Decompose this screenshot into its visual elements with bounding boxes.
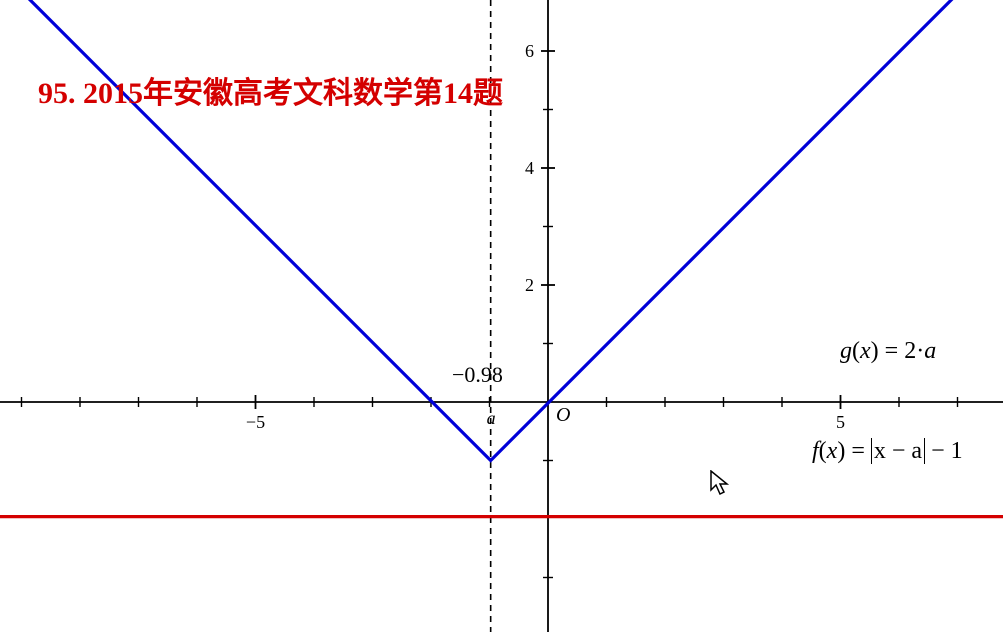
svg-text:−5: −5: [246, 412, 265, 432]
svg-text:4: 4: [525, 158, 534, 178]
question-title: 95. 2015年安徽高考文科数学第14题: [38, 68, 503, 112]
svg-text:6: 6: [525, 41, 534, 61]
origin-label: O: [556, 404, 570, 427]
a-axis-label: a: [487, 408, 496, 429]
f-formula-label: f(x) = x − a − 1: [812, 438, 963, 465]
svg-text:2: 2: [525, 275, 534, 295]
graph-stage: −5 5 2 4 6 95. 2015年安徽高考文科数学第14题 −0.98 a O g…: [0, 0, 1003, 632]
a-value-label: −0.98: [452, 362, 503, 388]
g-formula-label: g(x) = 2·a: [840, 338, 936, 365]
svg-text:5: 5: [836, 412, 845, 432]
